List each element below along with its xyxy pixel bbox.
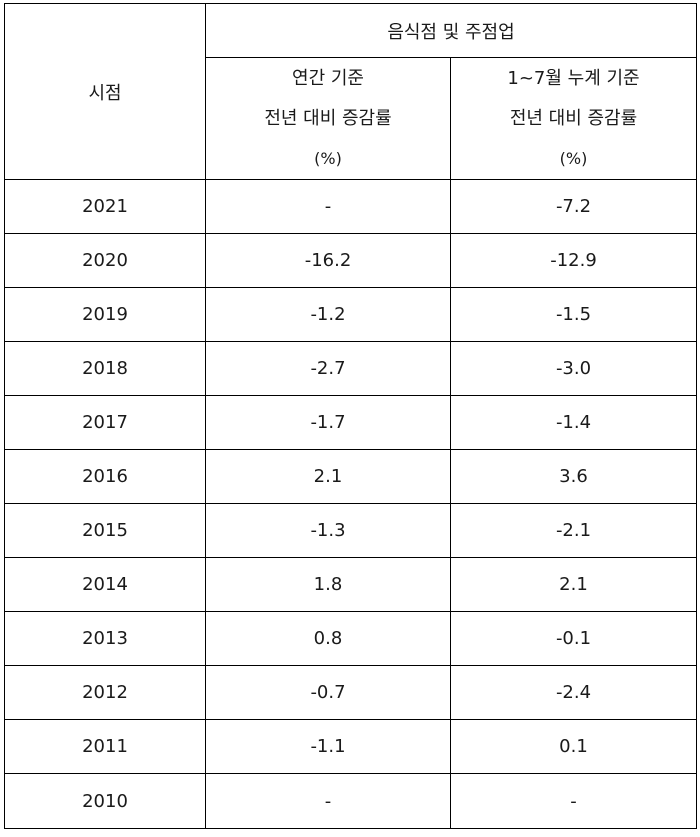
annual-rate-cell: 1.8	[205, 557, 451, 612]
annual-header-unit: (%)	[314, 148, 342, 168]
annual-rate-cell: -	[205, 179, 451, 234]
table-row: 2016 2.1 3.6	[4, 449, 697, 504]
cumulative-rate-cell: -7.2	[450, 179, 697, 234]
annual-rate-cell: -1.2	[205, 287, 451, 342]
table-row: 2014 1.8 2.1	[4, 557, 697, 612]
year-cell: 2016	[4, 449, 206, 504]
cumulative-rate-cell: -	[450, 773, 697, 829]
cumulative-header-line1: 1~7월 누계 기준	[507, 67, 640, 89]
cumulative-rate-cell: 2.1	[450, 557, 697, 612]
table-row: 2017 -1.7 -1.4	[4, 395, 697, 450]
year-cell: 2018	[4, 341, 206, 396]
year-cell: 2021	[4, 179, 206, 234]
year-cell: 2019	[4, 287, 206, 342]
annual-rate-cell: -	[205, 773, 451, 829]
annual-rate-cell: -16.2	[205, 233, 451, 288]
table-row: 2021 - -7.2	[4, 179, 697, 234]
annual-header-line2: 전년 대비 증감률	[264, 107, 392, 129]
cumulative-rate-cell: -1.5	[450, 287, 697, 342]
cumulative-column-header: 1~7월 누계 기준 전년 대비 증감률 (%)	[450, 57, 697, 180]
cumulative-rate-cell: -3.0	[450, 341, 697, 396]
cumulative-rate-cell: 3.6	[450, 449, 697, 504]
annual-header-line1: 연간 기준	[292, 67, 364, 89]
cumulative-rate-cell: 0.1	[450, 719, 697, 774]
annual-rate-cell: 0.8	[205, 611, 451, 666]
table-row: 2012 -0.7 -2.4	[4, 665, 697, 720]
annual-rate-cell: -1.3	[205, 503, 451, 558]
cumulative-rate-cell: -2.4	[450, 665, 697, 720]
annual-rate-cell: -2.7	[205, 341, 451, 396]
time-column-header: 시점	[4, 3, 206, 180]
annual-rate-cell: 2.1	[205, 449, 451, 504]
annual-rate-cell: -1.1	[205, 719, 451, 774]
table-row: 2010 - -	[4, 773, 697, 829]
year-cell: 2011	[4, 719, 206, 774]
cumulative-header-line2: 전년 대비 증감률	[509, 107, 638, 129]
annual-rate-cell: -1.7	[205, 395, 451, 450]
table-row: 2020 -16.2 -12.9	[4, 233, 697, 288]
table-row: 2018 -2.7 -3.0	[4, 341, 697, 396]
table-row: 2019 -1.2 -1.5	[4, 287, 697, 342]
year-cell: 2017	[4, 395, 206, 450]
year-cell: 2015	[4, 503, 206, 558]
table-row: 2013 0.8 -0.1	[4, 611, 697, 666]
group-header: 음식점 및 주점업	[205, 3, 697, 58]
cumulative-header-unit: (%)	[559, 148, 588, 168]
annual-rate-cell: -0.7	[205, 665, 451, 720]
table-row: 2011 -1.1 0.1	[4, 719, 697, 774]
year-cell: 2012	[4, 665, 206, 720]
growth-rate-table: 시점 음식점 및 주점업 연간 기준 전년 대비 증감률 (%) 1~7월 누계…	[4, 3, 697, 829]
year-cell: 2020	[4, 233, 206, 288]
table-row: 2015 -1.3 -2.1	[4, 503, 697, 558]
year-cell: 2013	[4, 611, 206, 666]
year-cell: 2014	[4, 557, 206, 612]
year-cell: 2010	[4, 773, 206, 829]
cumulative-rate-cell: -12.9	[450, 233, 697, 288]
annual-column-header: 연간 기준 전년 대비 증감률 (%)	[205, 57, 451, 180]
cumulative-rate-cell: -1.4	[450, 395, 697, 450]
cumulative-rate-cell: -2.1	[450, 503, 697, 558]
cumulative-rate-cell: -0.1	[450, 611, 697, 666]
